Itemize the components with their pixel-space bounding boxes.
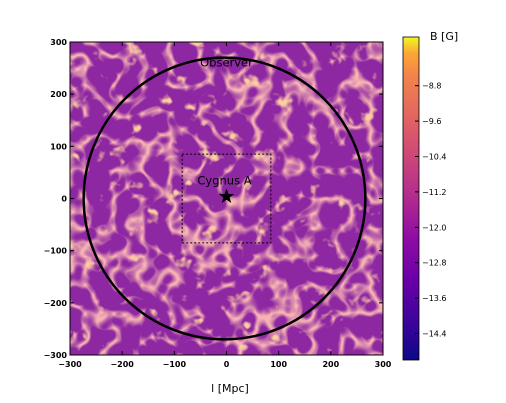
y-tick-label: −100: [44, 247, 68, 256]
y-tick-label: −200: [44, 299, 68, 308]
source-star-icon: [218, 188, 235, 203]
inner-box: [181, 153, 272, 244]
colorbar-tick-label: −9.6: [422, 117, 441, 126]
colorbar-tick-label: −12.8: [422, 259, 447, 268]
x-axis: −300 −200 −100 0 100 200 300: [58, 42, 392, 369]
y-tick-label: 300: [50, 38, 67, 47]
source-label: Cygnus A: [197, 174, 251, 188]
y-tick-label: 100: [50, 142, 67, 151]
colorbar: [402, 36, 420, 361]
y-tick-label: 200: [50, 90, 67, 99]
x-tick-label: 100: [270, 360, 287, 369]
colorbar-tick-label: −11.2: [422, 188, 447, 197]
y-axis: 300 200 100 0 −100 −200 −300: [44, 38, 383, 360]
colorbar-label: B [G]: [430, 30, 458, 43]
colorbar-tick-label: −12.0: [422, 223, 447, 232]
x-tick-label: 300: [375, 360, 392, 369]
x-tick-label: 200: [322, 360, 339, 369]
colorbar-tick-label: −10.4: [422, 152, 447, 161]
colorbar-ticks: −8.8 −9.6 −10.4 −11.2 −12.0 −12.8 −13.6 −14.4: [415, 82, 447, 338]
colorbar-tick-label: −8.8: [422, 82, 441, 91]
colorbar-tick-label: −13.6: [422, 294, 447, 303]
observer-circle: [82, 56, 367, 341]
x-tick-label: −300: [58, 360, 82, 369]
x-tick-label: −100: [163, 360, 187, 369]
observer-label: Observer: [200, 56, 253, 70]
colorbar-tick-label: −14.4: [422, 329, 447, 338]
x-tick-label: −200: [110, 360, 134, 369]
x-axis-title: l [Mpc]: [211, 382, 249, 395]
y-tick-label: −300: [44, 351, 68, 360]
x-tick-label: 0: [224, 360, 230, 369]
y-tick-label: 0: [61, 195, 67, 204]
